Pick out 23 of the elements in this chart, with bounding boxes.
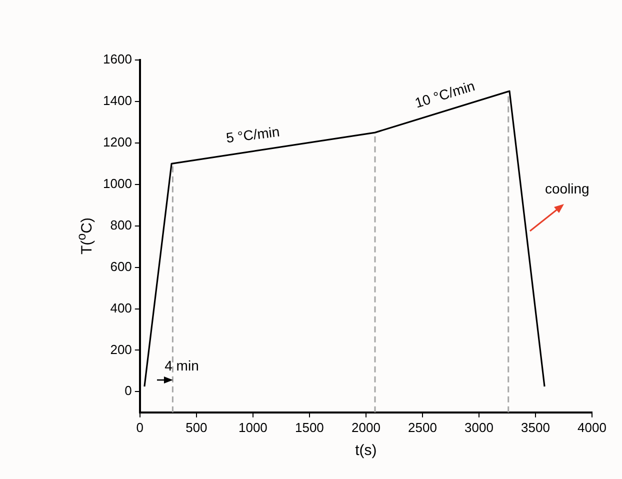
y-tick-label: 600 — [110, 258, 132, 274]
x-tick-label: 0 — [136, 420, 144, 435]
x-tick-label: 4000 — [578, 420, 606, 435]
annotation: cooling — [544, 180, 590, 196]
x-tick-label: 2000 — [352, 420, 380, 435]
y-tick-label: 1200 — [103, 134, 132, 150]
y-tick-label: 800 — [110, 217, 132, 232]
annotation: 10 °C/min — [412, 77, 477, 111]
x-tick-label: 1000 — [238, 420, 268, 435]
y-tick-label: 200 — [110, 342, 132, 357]
x-axis-title: t(s) — [354, 442, 378, 460]
x-tick-label: 3000 — [464, 420, 494, 435]
y-tick-label: 1600 — [103, 52, 132, 67]
annotation: 4 min — [164, 358, 199, 374]
annotation: 5 °C/min — [225, 123, 280, 146]
y-tick-label: 400 — [110, 300, 132, 316]
y-tick-label: 1400 — [103, 93, 132, 108]
x-tick-label: 3500 — [521, 420, 550, 435]
y-tick-label: 1000 — [103, 176, 132, 191]
x-tick-label: 1500 — [294, 420, 324, 435]
x-tick-label: 500 — [186, 420, 208, 435]
y-tick-label: 0 — [124, 383, 132, 398]
x-tick-label: 2500 — [408, 420, 437, 435]
